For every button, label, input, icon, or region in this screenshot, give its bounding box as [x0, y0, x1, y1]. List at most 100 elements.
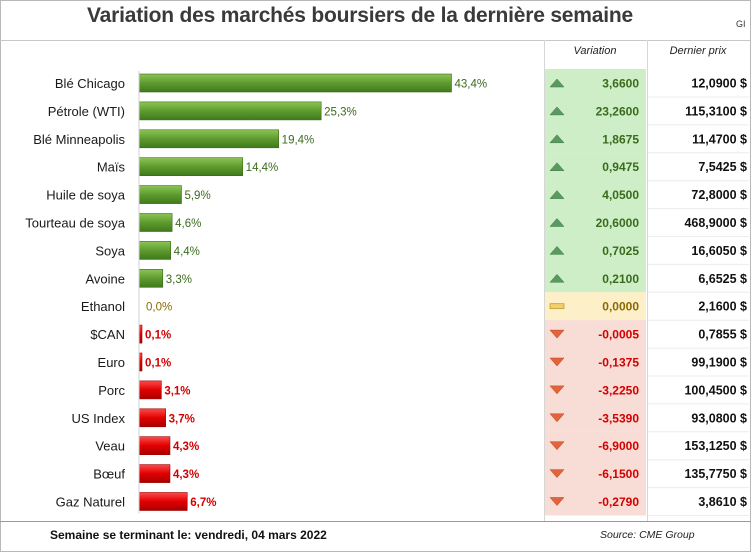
category-label: Ethanol — [81, 299, 125, 314]
footer-divider — [0, 521, 751, 522]
last-price-value: 468,9000 $ — [684, 216, 747, 230]
bar-value-label: 3,1% — [164, 385, 190, 397]
variation-cell — [545, 459, 646, 488]
variation-cell — [545, 124, 646, 153]
category-label: Avoine — [85, 271, 125, 286]
variation-value: -3,2250 — [598, 383, 639, 397]
last-price-value: 115,3100 $ — [685, 104, 747, 118]
up-arrow-icon — [549, 162, 565, 171]
title-divider — [0, 40, 751, 41]
category-label: Bœuf — [93, 467, 125, 482]
source-label: Source: CME Group — [600, 529, 695, 541]
category-label: Euro — [98, 355, 125, 370]
last-price-value: 7,5425 $ — [698, 160, 747, 174]
variation-value: 0,2100 — [602, 272, 639, 286]
last-price-value: 12,0900 $ — [691, 77, 747, 91]
chart-title: Variation des marchés boursiers de la de… — [87, 4, 633, 27]
bar-value-label: 6,7% — [190, 497, 216, 509]
variation-value: -0,2790 — [598, 495, 639, 509]
week-ending-label: Semaine se terminant le: vendredi, 04 ma… — [50, 528, 327, 542]
bar — [138, 241, 171, 260]
bar-value-label: 4,6% — [175, 218, 201, 230]
variation-value: -3,5390 — [598, 411, 639, 425]
down-arrow-icon — [549, 441, 565, 451]
bar-value-label: 43,4% — [454, 79, 487, 91]
column-divider-variation — [544, 40, 545, 522]
variation-cell — [545, 348, 646, 376]
variation-value: -6,1500 — [598, 467, 639, 481]
bar-value-label: 0,0% — [146, 302, 172, 314]
variation-value: 23,2600 — [596, 104, 640, 118]
variation-cell — [545, 320, 646, 349]
corner-text: GI — [736, 19, 746, 29]
bar — [138, 464, 171, 483]
bar — [138, 492, 188, 511]
bar — [138, 436, 171, 456]
bar-value-label: 25,3% — [324, 106, 357, 118]
bar-value-label: 4,3% — [173, 441, 199, 453]
last-price-value: 99,1900 $ — [691, 356, 747, 370]
variation-value: 0,7025 — [602, 244, 639, 258]
category-label: Veau — [95, 439, 125, 454]
up-arrow-icon — [549, 134, 565, 144]
category-label: Pétrole (WTI) — [48, 104, 125, 119]
variation-value: -6,9000 — [598, 439, 639, 453]
variation-column-header: Variation — [573, 45, 617, 57]
category-label: Gaz Naturel — [56, 495, 125, 510]
last-price-value: 2,1600 $ — [698, 300, 747, 314]
down-arrow-icon — [549, 329, 565, 339]
bar-value-label: 3,7% — [169, 413, 195, 425]
variation-value: 0,9475 — [602, 160, 639, 174]
variation-cell — [545, 69, 646, 97]
bar — [138, 101, 322, 121]
bar-value-label: 5,9% — [184, 190, 210, 202]
variation-cell — [545, 236, 646, 265]
down-arrow-icon — [549, 385, 565, 395]
last-price-value: 135,7750 $ — [684, 467, 747, 481]
last-price-value: 0,7855 $ — [698, 328, 747, 342]
bar-value-label: 14,4% — [246, 162, 279, 174]
category-label: Huile de soya — [46, 188, 126, 203]
variation-value: -0,0005 — [598, 328, 639, 342]
bar-value-label: 4,3% — [173, 469, 199, 481]
bar — [138, 213, 173, 232]
category-label: Soya — [95, 243, 125, 258]
bar — [138, 129, 279, 149]
last-price-value: 72,8000 $ — [691, 188, 747, 202]
variation-cell — [545, 403, 646, 432]
down-arrow-icon — [549, 357, 565, 367]
category-label: Maïs — [97, 160, 126, 175]
variation-value: 1,8675 — [602, 132, 639, 146]
up-arrow-icon — [549, 190, 565, 199]
category-label: $CAN — [90, 327, 125, 342]
last-price-value: 3,8610 $ — [698, 495, 747, 509]
bar-value-label: 19,4% — [282, 134, 315, 146]
variation-cell — [545, 264, 646, 293]
bar — [138, 73, 452, 93]
flat-dash-icon — [549, 303, 565, 310]
category-label: Tourteau de soya — [25, 216, 126, 231]
column-divider-price — [647, 40, 648, 522]
last-price-value: 100,4500 $ — [684, 383, 747, 397]
bar — [138, 380, 162, 400]
bar-value-label: 3,3% — [166, 274, 192, 286]
last-price-value: 93,0800 $ — [691, 411, 747, 425]
last-price-value: 153,1250 $ — [684, 439, 747, 453]
variation-value: 0,0000 — [602, 300, 639, 314]
variation-cell — [545, 431, 646, 460]
variation-value: 20,6000 — [596, 216, 640, 230]
bar-value-label: 0,1% — [145, 358, 171, 370]
last-price-value: 6,6525 $ — [698, 272, 747, 286]
down-arrow-icon — [549, 413, 565, 423]
variation-cell — [545, 152, 646, 181]
bar — [138, 268, 164, 288]
down-arrow-icon — [549, 469, 565, 478]
bar-value-label: 0,1% — [145, 330, 171, 342]
up-arrow-icon — [549, 106, 565, 116]
category-label: US Index — [72, 411, 126, 426]
variation-cell — [545, 375, 646, 404]
up-arrow-icon — [549, 78, 565, 88]
variation-value: 3,6600 — [602, 77, 639, 91]
up-arrow-icon — [549, 218, 565, 227]
variation-value: 4,0500 — [602, 188, 639, 202]
